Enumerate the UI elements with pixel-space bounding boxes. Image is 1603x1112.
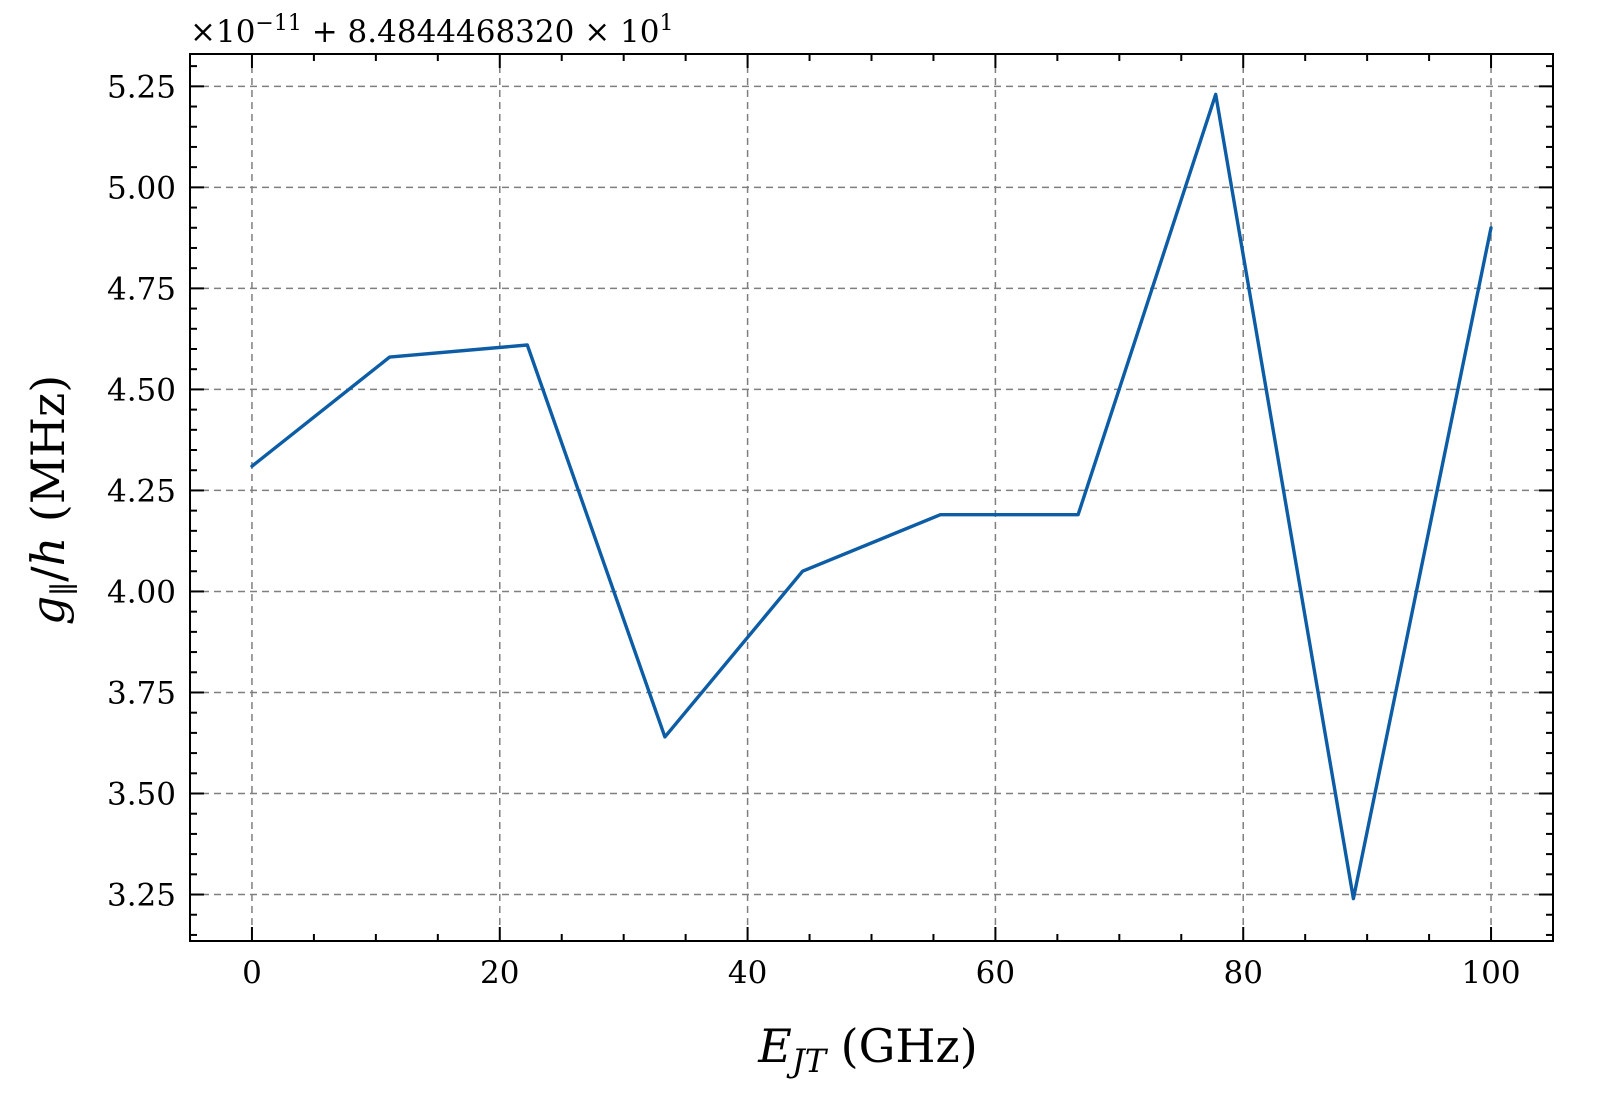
y-tick-label: 4.50 xyxy=(107,372,176,408)
ticks xyxy=(189,54,1554,941)
y-tick-label: 5.25 xyxy=(107,69,176,105)
series-layer xyxy=(250,92,1493,901)
x-tick-label: 0 xyxy=(242,955,262,991)
x-tick-label: 40 xyxy=(728,955,767,991)
y-tick-label: 3.50 xyxy=(107,777,176,813)
tick-labels: 0 20 40 60 80 100 3.25 3.50 3.75 4.00 4.25 4.50 4.75… xyxy=(107,69,1521,991)
axis-offset-text: ×10−11 + 8.4844468320 × 101 xyxy=(190,11,673,50)
y-tick-label: 3.75 xyxy=(107,675,176,711)
y-tick-label: 5.00 xyxy=(107,170,176,206)
y-tick-label: 4.75 xyxy=(107,271,176,307)
grid xyxy=(190,54,1553,941)
y-tick-label: 4.00 xyxy=(107,574,176,610)
y-tick-label: 3.25 xyxy=(107,878,176,914)
x-axis-title: EJT (GHz) xyxy=(757,1019,977,1080)
y-tick-label: 4.25 xyxy=(107,473,176,509)
series-line xyxy=(250,92,1493,901)
x-tick-label: 20 xyxy=(480,955,519,991)
y-axis-title: g∥/h (MHz) xyxy=(21,375,82,625)
x-tick-label: 60 xyxy=(976,955,1015,991)
x-tick-label: 100 xyxy=(1461,955,1520,991)
x-tick-label: 80 xyxy=(1224,955,1263,991)
